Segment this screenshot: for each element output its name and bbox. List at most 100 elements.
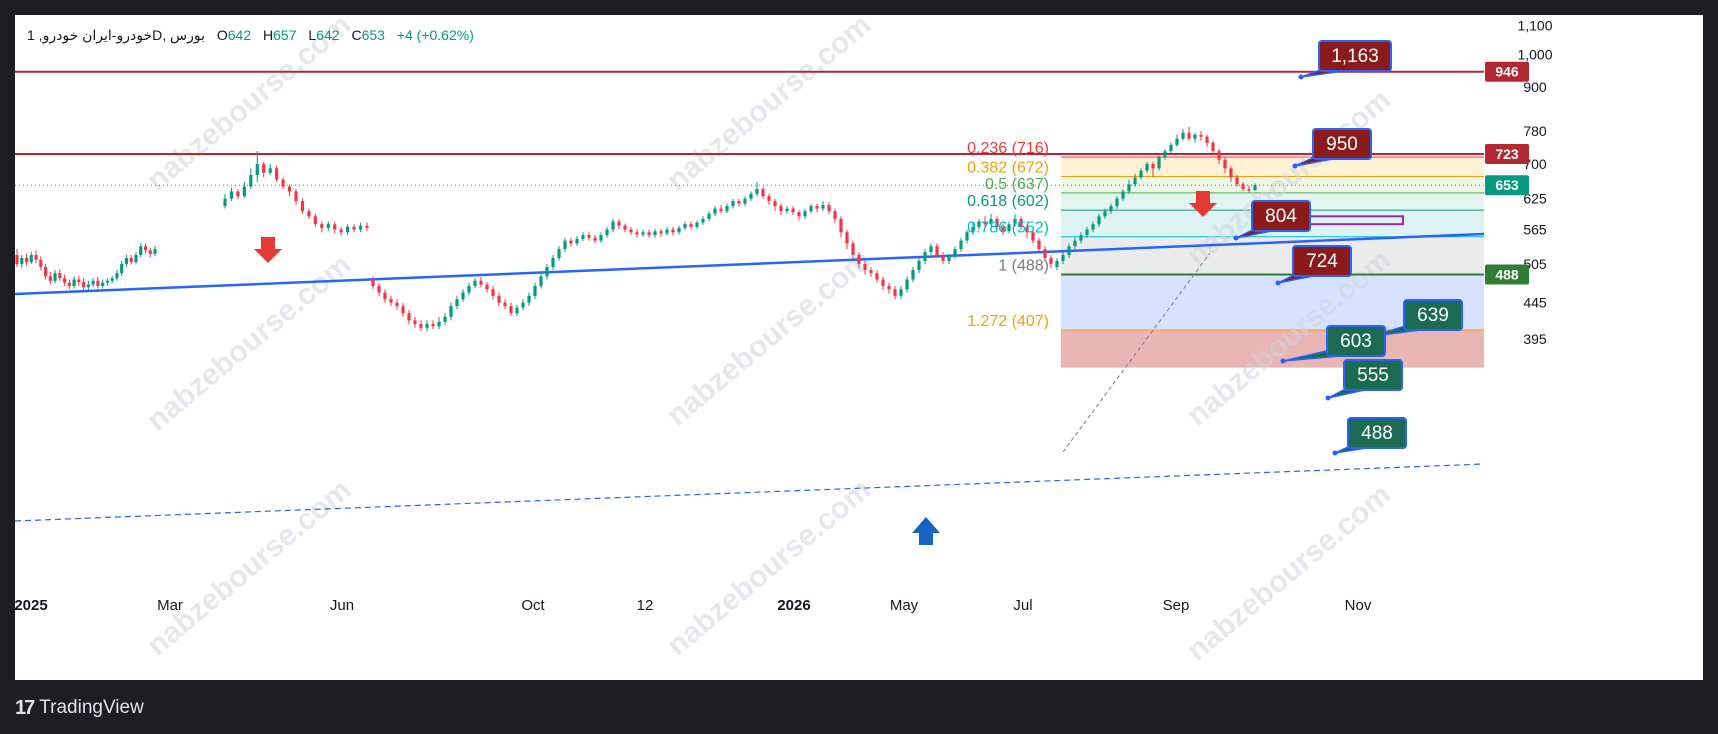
candle-body: [995, 218, 999, 227]
candle-body: [677, 227, 681, 233]
candle-body: [67, 282, 71, 286]
callout-value: 1,163: [1331, 46, 1379, 67]
candle-body: [725, 206, 729, 212]
candle-body: [443, 316, 447, 322]
candle-body: [791, 208, 795, 213]
candle-body: [1133, 177, 1137, 185]
candle-body: [1235, 177, 1239, 185]
candle-body: [431, 324, 435, 327]
candle-body: [20, 257, 24, 264]
candle-body: [509, 306, 513, 314]
candle-body: [419, 324, 423, 328]
candle-body: [1139, 170, 1143, 178]
candle-body: [569, 240, 573, 244]
candle-body: [1187, 132, 1191, 139]
candle-body: [413, 320, 417, 325]
callout-box: [1347, 417, 1407, 449]
candle-body: [437, 321, 441, 327]
candle-body: [1223, 159, 1227, 169]
fib-anchor-line: [1062, 252, 1211, 453]
callout-anchor-dot: [1292, 163, 1298, 169]
high-label: H: [263, 27, 274, 43]
tradingview-brand[interactable]: 17 TradingView: [15, 694, 144, 722]
candle-body: [1181, 132, 1185, 139]
time-tick-label: Oct: [521, 597, 545, 614]
candle-body: [58, 273, 62, 279]
candle-body: [599, 235, 603, 241]
price-label-text: 946: [1495, 64, 1519, 80]
callout-box: [1251, 200, 1311, 232]
brand-name: TradingView: [39, 697, 144, 718]
candle-body: [941, 254, 945, 261]
candle-body: [575, 238, 579, 244]
chart-area[interactable]: nabzebourse.com nabzebourse.com nabzebours…: [15, 15, 1703, 680]
candle-body: [449, 306, 453, 317]
fib-label-1: 1 (488): [998, 257, 1049, 274]
candle-body: [287, 186, 292, 192]
candle-body: [1199, 134, 1203, 137]
candle-body: [105, 280, 110, 283]
candle-body: [1109, 206, 1113, 212]
close-value: 653: [361, 27, 385, 43]
candle-body: [62, 278, 67, 283]
candle-body: [1127, 184, 1131, 192]
candle-body: [851, 243, 855, 255]
candle-body: [34, 254, 38, 260]
candle-body: [1253, 185, 1257, 191]
candle-body: [358, 225, 363, 230]
callout-anchor-dot: [1280, 358, 1286, 364]
candle-body: [1073, 240, 1077, 247]
candle-body: [629, 229, 633, 233]
target-callout-724: 724: [1275, 245, 1352, 286]
candle-body: [989, 218, 993, 225]
candle-body: [707, 213, 711, 219]
candle-body: [965, 232, 969, 241]
candle-body: [1019, 218, 1023, 227]
candle-body: [365, 225, 369, 228]
candle-body: [1007, 224, 1011, 232]
time-tick-label: May: [890, 597, 919, 614]
candle-body: [1079, 235, 1083, 241]
time-tick-label: Jun: [330, 597, 354, 614]
watermark-text: nabzebourse.com: [1181, 478, 1398, 667]
lower-trendline: [15, 463, 1485, 522]
candle-body: [1193, 134, 1197, 139]
watermark-text: nabzebourse.com: [661, 473, 878, 662]
open-value: 642: [227, 27, 252, 43]
candle-body: [96, 280, 100, 286]
callout-anchor-dot: [1332, 450, 1338, 456]
arrow-markers: [254, 191, 1217, 545]
time-axis: 2025 Mar Jun Oct 12 2026 May Jul Sep Nov: [15, 597, 1372, 614]
candle-body: [346, 226, 350, 233]
candle-body: [249, 175, 253, 187]
candle-body: [983, 221, 987, 225]
candle-body: [383, 292, 387, 300]
price-tick-label: 395: [1523, 331, 1547, 347]
callout-box: [1343, 359, 1403, 391]
callout-anchor-dot: [1233, 235, 1239, 241]
candle-body: [521, 302, 525, 308]
candle-body: [875, 273, 879, 280]
price-label-text: 488: [1495, 266, 1519, 282]
price-tick-label: 565: [1523, 222, 1547, 238]
candle-body: [307, 211, 311, 217]
candle-body: [893, 289, 897, 296]
candle-body: [281, 179, 285, 187]
candle-body: [313, 216, 317, 225]
time-tick-label: Sep: [1163, 597, 1190, 614]
candle-body: [785, 208, 789, 212]
chart-canvas[interactable]: nabzebourse.com nabzebourse.com nabzebours…: [15, 15, 1703, 680]
candle-body: [1103, 211, 1107, 217]
candle-body: [845, 232, 849, 244]
candle-body: [839, 218, 843, 233]
fib-zone-6: [1061, 330, 1484, 368]
candle-body: [971, 226, 975, 233]
fib-label-1.272: 1.272 (407): [967, 313, 1049, 330]
symbol-legend: خودرو-ایران خودرو, 1D, بورس O642 H657 L6…: [27, 27, 474, 44]
candle-body: [587, 235, 591, 238]
price-label-badge: [1485, 61, 1529, 82]
candle-body: [929, 246, 933, 253]
candle-body: [947, 256, 951, 261]
callout-value: 488: [1361, 423, 1393, 444]
candle-body: [223, 198, 227, 207]
